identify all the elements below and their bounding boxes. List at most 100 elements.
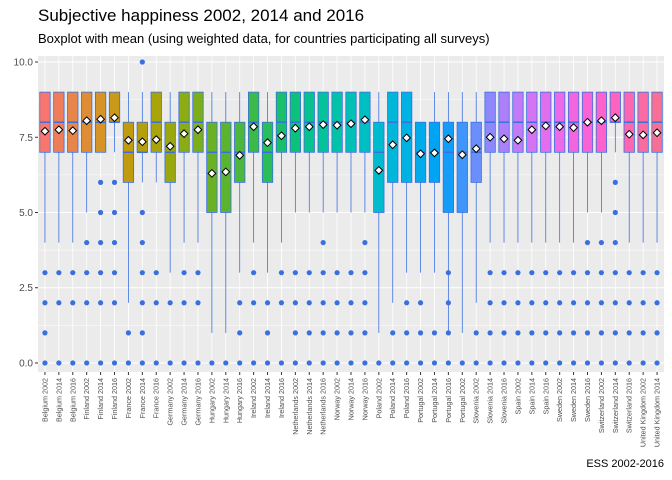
outlier-point <box>640 330 646 336</box>
box-group <box>609 91 621 366</box>
mean-marker <box>68 126 78 136</box>
box-group <box>512 91 524 366</box>
box-iqr <box>456 121 468 213</box>
y-tick-label: 0.0 <box>19 358 33 369</box>
outlier-point <box>111 360 118 366</box>
outlier-point <box>612 360 618 366</box>
outlier-point <box>501 270 507 276</box>
mean-marker <box>610 113 620 123</box>
outlier-point <box>167 300 173 306</box>
outlier-point <box>70 300 76 306</box>
outlier-point <box>98 209 104 216</box>
outlier-point <box>306 300 312 306</box>
x-tick-label: Hungary 2002 <box>207 378 216 423</box>
outlier-point <box>640 270 646 276</box>
box-group <box>108 91 121 366</box>
outlier-point <box>654 360 660 366</box>
chart-title: Subjective happiness 2002, 2014 and 2016 <box>38 6 365 25</box>
y-tick-label: 5.0 <box>19 208 33 219</box>
mean-marker <box>555 122 565 132</box>
outlier-point <box>56 270 62 276</box>
outlier-point <box>515 330 521 336</box>
outlier-point <box>348 270 354 276</box>
mean-marker <box>263 138 273 148</box>
outlier-point <box>181 270 187 276</box>
mean-marker <box>513 135 523 145</box>
outlier-point <box>251 360 257 366</box>
box-group <box>248 91 260 366</box>
outlier-point <box>292 330 298 336</box>
x-tick-label: Finland 2002 <box>82 378 91 420</box>
box-iqr <box>387 91 399 183</box>
outlier-point <box>42 300 48 306</box>
box-group <box>498 91 510 366</box>
mean-marker <box>374 165 384 175</box>
outlier-point <box>626 300 632 306</box>
box-group <box>94 91 107 366</box>
mean-marker <box>165 141 175 151</box>
mean-marker <box>249 122 259 132</box>
outlier-point <box>139 239 145 246</box>
mean-marker <box>569 123 579 133</box>
x-tick-label: Netherlands 2016 <box>319 378 328 435</box>
box-group <box>595 91 608 366</box>
outlier-point <box>459 360 465 366</box>
outlier-point <box>557 360 563 366</box>
x-tick-label: Slovenia 2002 <box>472 378 481 424</box>
mean-marker <box>429 148 439 158</box>
mean-marker <box>332 120 342 130</box>
box-group <box>317 91 329 366</box>
outlier-point <box>501 330 507 336</box>
chart-caption: ESS 2002-2016 <box>586 458 664 470</box>
x-tick-label: United Kingdom 2002 <box>639 378 648 447</box>
outlier-point <box>543 330 549 336</box>
outlier-point <box>348 330 354 336</box>
outlier-point <box>515 270 521 276</box>
outlier-point <box>42 360 48 366</box>
outlier-point <box>98 270 104 276</box>
outlier-point <box>626 330 632 336</box>
outlier-point <box>598 360 605 366</box>
outlier-point <box>264 300 271 306</box>
outlier-point <box>111 209 118 216</box>
outlier-point <box>195 270 201 276</box>
outlier-point <box>598 300 605 306</box>
outlier-point <box>84 270 90 276</box>
x-tick-label: Ireland 2002 <box>249 378 258 418</box>
mean-marker <box>527 125 537 135</box>
outlier-point <box>626 360 632 366</box>
outlier-point <box>584 360 591 366</box>
mean-marker <box>360 115 370 125</box>
outlier-point <box>139 59 145 65</box>
outlier-point <box>473 330 479 336</box>
box-group <box>81 91 93 366</box>
x-tick-label: Portugal 2002 <box>458 378 467 423</box>
mean-marker <box>596 116 606 126</box>
mean-marker <box>290 123 300 133</box>
box-group <box>428 92 441 366</box>
x-tick-label: Poland 2016 <box>402 378 411 418</box>
outlier-point <box>417 330 424 336</box>
outlier-point <box>320 300 326 306</box>
outlier-point <box>306 330 312 336</box>
outlier-point <box>445 300 451 306</box>
outlier-point <box>195 300 201 306</box>
mean-marker <box>110 113 120 123</box>
mean-marker <box>123 135 133 145</box>
box-group <box>414 121 427 366</box>
outlier-point <box>111 300 118 306</box>
outlier-point <box>487 360 493 366</box>
x-axis: Belgium 2002 Belgium 2014 Belgium 2016 Finl… <box>40 372 662 447</box>
outlier-point <box>362 270 368 276</box>
outlier-point <box>362 330 368 336</box>
outlier-point <box>445 330 451 336</box>
outlier-point <box>70 270 76 276</box>
outlier-point <box>98 239 104 246</box>
outlier-point <box>139 209 145 216</box>
x-tick-label: Sweden 2016 <box>583 378 592 422</box>
box-group <box>540 91 552 366</box>
mean-marker <box>151 135 161 145</box>
outlier-point <box>473 360 479 366</box>
outlier-point <box>306 360 312 366</box>
